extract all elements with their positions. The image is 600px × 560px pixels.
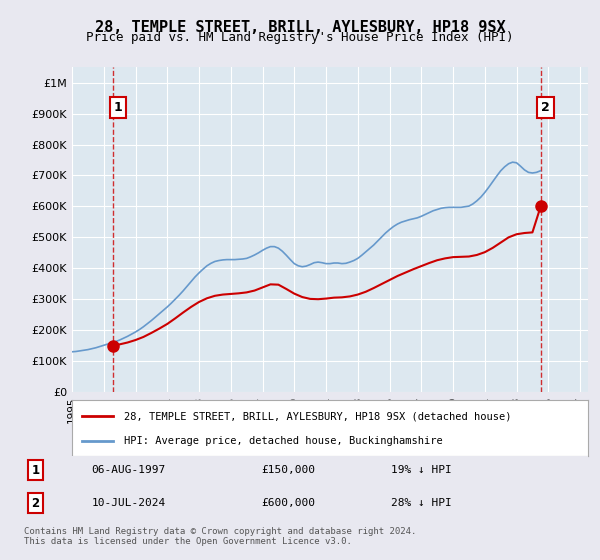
Text: 19% ↓ HPI: 19% ↓ HPI [391, 465, 451, 475]
Text: 1: 1 [31, 464, 40, 477]
Text: £150,000: £150,000 [261, 465, 315, 475]
Text: 2: 2 [31, 497, 40, 510]
Text: 06-AUG-1997: 06-AUG-1997 [92, 465, 166, 475]
Text: 28% ↓ HPI: 28% ↓ HPI [391, 498, 451, 508]
Text: 10-JUL-2024: 10-JUL-2024 [92, 498, 166, 508]
Text: HPI: Average price, detached house, Buckinghamshire: HPI: Average price, detached house, Buck… [124, 436, 442, 446]
Text: 1: 1 [113, 101, 122, 114]
Text: 2: 2 [541, 101, 550, 114]
Text: 28, TEMPLE STREET, BRILL, AYLESBURY, HP18 9SX (detached house): 28, TEMPLE STREET, BRILL, AYLESBURY, HP1… [124, 411, 511, 421]
Text: Contains HM Land Registry data © Crown copyright and database right 2024.
This d: Contains HM Land Registry data © Crown c… [24, 526, 416, 546]
Text: Price paid vs. HM Land Registry's House Price Index (HPI): Price paid vs. HM Land Registry's House … [86, 31, 514, 44]
Text: £600,000: £600,000 [261, 498, 315, 508]
Text: 28, TEMPLE STREET, BRILL, AYLESBURY, HP18 9SX: 28, TEMPLE STREET, BRILL, AYLESBURY, HP1… [95, 20, 505, 35]
